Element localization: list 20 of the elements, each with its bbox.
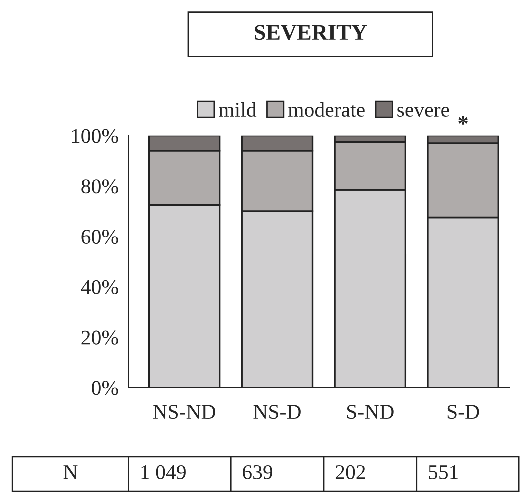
x-tick-label: NS-ND: [153, 405, 216, 420]
text: 639: [243, 465, 273, 480]
y-tick-label: 80%: [82, 180, 118, 194]
text: 202: [336, 465, 366, 480]
x-tick-label: S-ND: [347, 405, 394, 420]
chart-title: SEVERITY: [255, 25, 368, 40]
x-tick-label: NS-D: [254, 405, 301, 420]
y-tick-label: 100%: [72, 129, 118, 144]
y-tick-label: 20%: [82, 330, 118, 345]
text: 1 049: [142, 465, 186, 480]
legend-label: mild: [219, 102, 257, 118]
legend-label: severe: [398, 107, 450, 118]
text: 551: [429, 465, 458, 480]
text: N: [64, 466, 78, 480]
annotation: *: [458, 116, 468, 125]
legend-label: moderate: [288, 102, 365, 118]
y-tick-label: 60%: [82, 230, 118, 244]
y-tick-label: 40%: [81, 280, 118, 295]
y-tick-label: 0%: [92, 381, 118, 396]
x-tick-label: S-D: [448, 405, 480, 420]
